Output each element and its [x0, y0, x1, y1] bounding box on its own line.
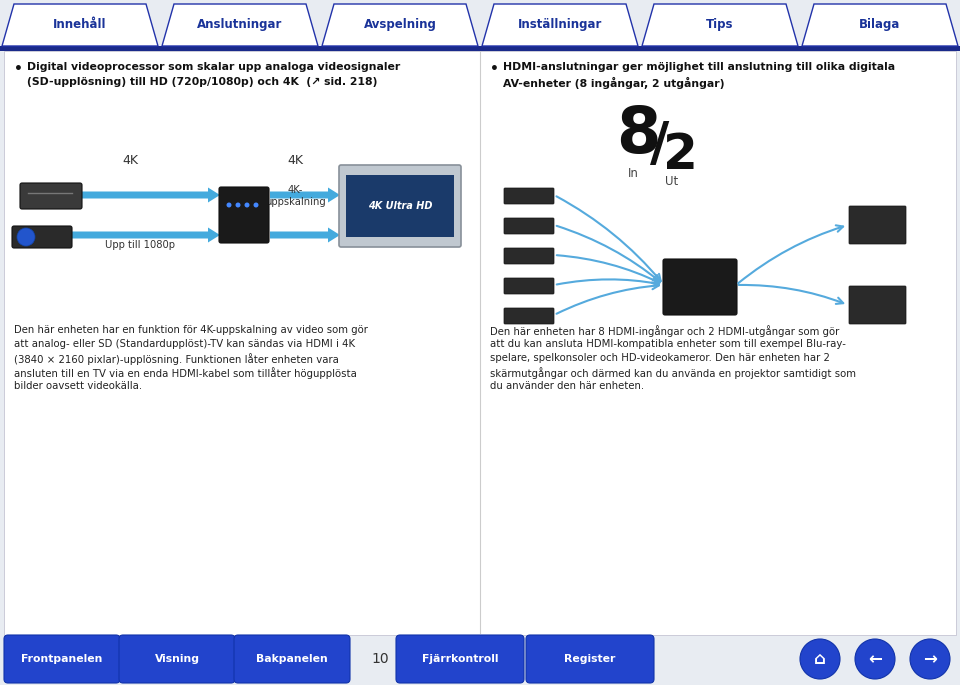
Circle shape — [235, 203, 241, 208]
Text: du använder den här enheten.: du använder den här enheten. — [490, 381, 644, 391]
Text: →: → — [924, 650, 937, 668]
Text: (3840 × 2160 pixlar)-upplösning. Funktionen låter enheten vara: (3840 × 2160 pixlar)-upplösning. Funktio… — [14, 353, 339, 365]
Text: 8: 8 — [615, 104, 660, 166]
Bar — [0, 637, 960, 683]
Polygon shape — [270, 188, 340, 203]
FancyBboxPatch shape — [119, 635, 235, 683]
Polygon shape — [322, 4, 478, 46]
FancyBboxPatch shape — [526, 635, 654, 683]
Polygon shape — [72, 227, 220, 242]
FancyBboxPatch shape — [849, 286, 906, 324]
Text: Register: Register — [564, 654, 615, 664]
Circle shape — [245, 203, 250, 208]
Polygon shape — [162, 4, 318, 46]
Text: Fjärrkontroll: Fjärrkontroll — [421, 654, 498, 664]
Polygon shape — [82, 188, 220, 203]
FancyBboxPatch shape — [504, 248, 554, 264]
FancyBboxPatch shape — [396, 635, 524, 683]
Circle shape — [800, 639, 840, 679]
Text: Innehåll: Innehåll — [53, 18, 107, 31]
Text: Anslutningar: Anslutningar — [198, 18, 282, 31]
FancyBboxPatch shape — [346, 175, 454, 237]
Text: Bilaga: Bilaga — [859, 18, 900, 31]
Text: spelare, spelkonsoler och HD-videokameror. Den här enheten har 2: spelare, spelkonsoler och HD-videokamero… — [490, 353, 829, 363]
Text: ansluten till en TV via en enda HDMI-kabel som tillåter högupplösta: ansluten till en TV via en enda HDMI-kab… — [14, 367, 357, 379]
Text: 4K: 4K — [287, 154, 303, 167]
Text: 4K-
uppskalning: 4K- uppskalning — [265, 185, 325, 207]
Circle shape — [227, 203, 231, 208]
Polygon shape — [642, 4, 798, 46]
Polygon shape — [270, 227, 340, 242]
Text: Tips: Tips — [707, 18, 733, 31]
Text: (SD-upplösning) till HD (720p/1080p) och 4K  (↗ sid. 218): (SD-upplösning) till HD (720p/1080p) och… — [27, 77, 377, 87]
Text: Visning: Visning — [155, 654, 200, 664]
Text: att du kan ansluta HDMI-kompatibla enheter som till exempel Blu-ray-: att du kan ansluta HDMI-kompatibla enhet… — [490, 339, 846, 349]
Polygon shape — [482, 4, 638, 46]
Text: 4K Ultra HD: 4K Ultra HD — [368, 201, 432, 211]
Text: Den här enheten har 8 HDMI-ingångar och 2 HDMI-utgångar som gör: Den här enheten har 8 HDMI-ingångar och … — [490, 325, 839, 337]
FancyBboxPatch shape — [4, 51, 956, 635]
Text: ⌂: ⌂ — [814, 650, 826, 668]
Text: Inställningar: Inställningar — [517, 18, 602, 31]
FancyBboxPatch shape — [12, 226, 72, 248]
Text: •: • — [490, 62, 499, 76]
FancyBboxPatch shape — [504, 308, 554, 324]
Text: 2: 2 — [662, 131, 697, 179]
Polygon shape — [802, 4, 958, 46]
FancyBboxPatch shape — [4, 635, 120, 683]
Text: Digital videoprocessor som skalar upp analoga videosignaler: Digital videoprocessor som skalar upp an… — [27, 62, 400, 72]
FancyBboxPatch shape — [504, 218, 554, 234]
Text: AV-enheter (8 ingångar, 2 utgångar): AV-enheter (8 ingångar, 2 utgångar) — [503, 77, 725, 89]
FancyBboxPatch shape — [339, 165, 461, 247]
Text: Den här enheten har en funktion för 4K-uppskalning av video som gör: Den här enheten har en funktion för 4K-u… — [14, 325, 368, 335]
Text: Ut: Ut — [665, 175, 679, 188]
Text: /: / — [650, 119, 670, 171]
Text: Bakpanelen: Bakpanelen — [256, 654, 328, 664]
Text: ←: ← — [868, 650, 882, 668]
Bar — [0, 46, 960, 51]
Circle shape — [855, 639, 895, 679]
Text: •: • — [14, 62, 23, 76]
Circle shape — [910, 639, 950, 679]
Text: 10: 10 — [372, 652, 389, 666]
FancyBboxPatch shape — [849, 206, 906, 244]
FancyBboxPatch shape — [504, 188, 554, 204]
Polygon shape — [2, 4, 158, 46]
Text: Frontpanelen: Frontpanelen — [21, 654, 103, 664]
FancyBboxPatch shape — [663, 259, 737, 315]
FancyBboxPatch shape — [504, 278, 554, 294]
FancyBboxPatch shape — [234, 635, 350, 683]
Circle shape — [253, 203, 258, 208]
FancyBboxPatch shape — [20, 183, 82, 209]
FancyBboxPatch shape — [219, 187, 269, 243]
Bar — [0, 0, 960, 50]
Circle shape — [17, 228, 35, 246]
Text: Upp till 1080p: Upp till 1080p — [105, 240, 175, 250]
Text: att analog- eller SD (Standardupplöst)-TV kan sändas via HDMI i 4K: att analog- eller SD (Standardupplöst)-T… — [14, 339, 355, 349]
Text: 4K: 4K — [122, 154, 138, 167]
Text: skärmutgångar och därmed kan du använda en projektor samtidigt som: skärmutgångar och därmed kan du använda … — [490, 367, 856, 379]
Text: In: In — [628, 167, 638, 180]
Text: Avspelning: Avspelning — [364, 18, 437, 31]
Text: bilder oavsett videokälla.: bilder oavsett videokälla. — [14, 381, 142, 391]
Text: HDMI-anslutningar ger möjlighet till anslutning till olika digitala: HDMI-anslutningar ger möjlighet till ans… — [503, 62, 895, 72]
